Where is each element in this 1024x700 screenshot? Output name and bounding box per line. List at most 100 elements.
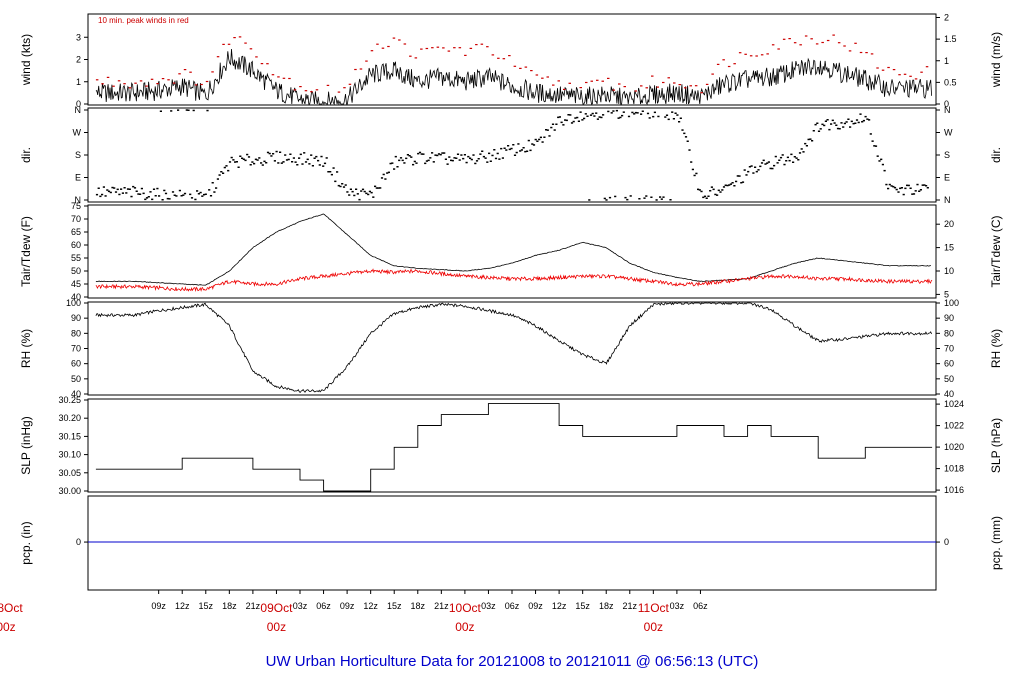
direction-point — [277, 162, 280, 164]
direction-point — [629, 195, 632, 197]
direction-point — [909, 187, 912, 189]
direction-point — [422, 153, 425, 155]
y-axis-label-right: SLP (hPa) — [989, 418, 1003, 473]
direction-point — [638, 198, 641, 200]
direction-point — [500, 147, 503, 150]
direction-point — [836, 127, 840, 130]
direction-point — [531, 143, 534, 145]
direction-point — [855, 119, 859, 121]
direction-point — [137, 193, 140, 195]
y-axis-label: Tair/Tdew (F) — [19, 216, 33, 287]
peak-wind-point — [403, 43, 407, 45]
direction-point — [175, 195, 178, 197]
peak-wind-point — [722, 59, 725, 61]
y-tick-label: N — [75, 105, 82, 115]
direction-point — [802, 151, 805, 153]
direction-point — [154, 195, 157, 197]
direction-point — [494, 157, 498, 160]
direction-point — [681, 129, 684, 131]
direction-point — [265, 162, 268, 164]
direction-point — [280, 162, 283, 164]
direction-point — [273, 160, 276, 162]
direction-point — [339, 185, 342, 188]
direction-point — [515, 151, 518, 154]
direction-point — [885, 183, 888, 186]
direction-point — [838, 128, 841, 130]
panel-frame — [87, 204, 937, 299]
direction-point — [576, 116, 579, 119]
direction-point — [873, 145, 876, 147]
direction-point — [244, 159, 247, 162]
direction-point — [237, 166, 240, 168]
direction-point — [342, 186, 346, 188]
peak-wind-point — [392, 37, 396, 39]
direction-point — [826, 119, 829, 121]
direction-point — [194, 198, 197, 201]
peak-wind-point — [601, 80, 604, 82]
direction-point — [684, 136, 688, 138]
direction-point — [479, 153, 482, 155]
direction-point — [589, 114, 593, 116]
panel-pressure: SLP (inHg) SLP (hPa) 30.00 30.05 30.10 30.15 3… — [19, 395, 1003, 496]
direction-point — [242, 158, 245, 160]
y-tick-label: 0 — [76, 537, 81, 547]
direction-point — [864, 115, 867, 118]
direction-point — [581, 119, 584, 121]
y-axis-label-right: RH (%) — [989, 329, 1003, 368]
direction-point — [861, 121, 864, 123]
direction-point — [323, 162, 327, 165]
direction-point — [443, 152, 446, 154]
direction-point — [866, 118, 869, 120]
direction-point — [463, 154, 466, 156]
peak-wind-point — [376, 43, 379, 45]
direction-point — [253, 162, 256, 165]
peak-wind-point — [249, 48, 253, 50]
y-tick-label: 3 — [76, 32, 81, 42]
direction-point — [424, 162, 427, 165]
direction-point — [781, 154, 784, 156]
y-tick-label: 55 — [71, 253, 81, 263]
direction-point — [657, 115, 660, 118]
direction-point — [538, 138, 541, 141]
peak-wind-point — [579, 87, 582, 89]
direction-point — [619, 116, 622, 119]
peak-wind-point — [920, 71, 923, 73]
direction-point — [320, 155, 323, 158]
direction-point — [792, 161, 795, 163]
air-temperature-line — [95, 213, 931, 286]
direction-point — [695, 172, 698, 175]
peak-wind-point — [502, 58, 506, 60]
direction-point — [918, 190, 921, 192]
direction-point — [317, 159, 320, 162]
direction-point — [306, 158, 309, 161]
peak-wind-point — [299, 86, 302, 88]
panel-frame — [87, 495, 937, 591]
direction-point — [361, 188, 365, 191]
peak-wind-point — [541, 77, 544, 79]
direction-point — [393, 168, 396, 170]
direction-point — [140, 187, 143, 190]
x-tick-label: 18z — [599, 601, 614, 611]
direction-point — [643, 197, 646, 199]
direction-point — [539, 136, 542, 139]
panel-precipitation: pcp. (in) pcp. (mm) 0 0 — [19, 495, 1003, 591]
direction-point — [104, 195, 107, 197]
direction-point — [279, 151, 282, 153]
direction-point — [748, 166, 751, 168]
direction-point — [403, 162, 406, 164]
y-tick-label-right: 1022 — [944, 421, 964, 431]
direction-point — [304, 161, 308, 163]
direction-point — [142, 192, 145, 195]
direction-point — [526, 150, 529, 152]
direction-point — [660, 198, 663, 200]
direction-point — [603, 197, 606, 200]
y-tick-label-right: 40 — [944, 389, 954, 399]
direction-point — [190, 197, 194, 199]
direction-point — [120, 188, 123, 190]
direction-point — [757, 169, 760, 171]
y-axis-label: wind (kts) — [19, 34, 33, 86]
direction-point — [740, 182, 743, 184]
peak-wind-point — [112, 85, 115, 87]
peak-wind-point — [700, 92, 703, 94]
direction-point — [595, 112, 598, 114]
